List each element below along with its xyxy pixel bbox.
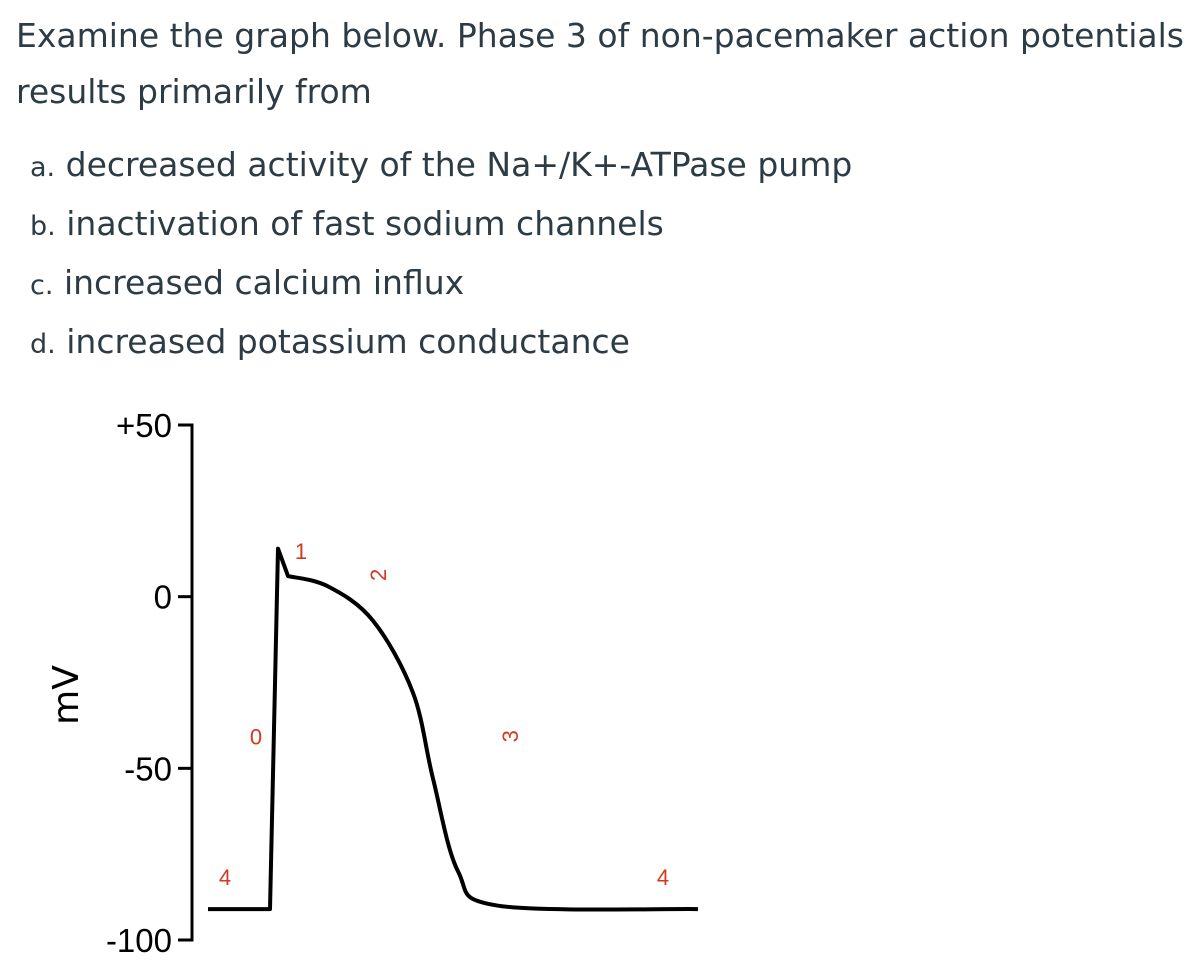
y-tick-label: -50 xyxy=(124,750,172,787)
y-axis-title: mV xyxy=(46,665,87,725)
option-b[interactable]: b. inactivation of fast sodium channels xyxy=(30,196,852,255)
phase-label: 4 xyxy=(219,865,231,890)
answer-options: a. decreased activity of the Na+/K+-ATPa… xyxy=(30,137,852,373)
option-d[interactable]: d. increased potassium conductance xyxy=(30,314,852,373)
option-d-text: increased potassium conductance xyxy=(66,322,630,361)
question-text: Examine the graph below. Phase 3 of non-… xyxy=(16,16,1184,111)
action-potential-chart: +50 0 -50 -100 mV 4 0 1 2 3 4 xyxy=(46,407,699,959)
y-axis: +50 0 -50 -100 mV xyxy=(46,407,194,959)
phase-labels: 4 0 1 2 3 4 xyxy=(219,539,669,890)
option-a-letter: a. xyxy=(30,152,56,183)
phase-label: 0 xyxy=(250,724,262,749)
option-c-text: increased calcium influx xyxy=(63,263,465,302)
action-potential-trace xyxy=(208,546,699,912)
phase-label: 2 xyxy=(366,569,391,581)
option-b-letter: b. xyxy=(30,211,56,242)
option-b-text: inactivation of fast sodium channels xyxy=(66,204,664,243)
option-c[interactable]: c. increased calcium influx xyxy=(30,255,852,314)
y-tick-label: -100 xyxy=(106,922,172,959)
action-potential-line xyxy=(208,546,699,912)
phase-label: 4 xyxy=(657,865,669,890)
y-tick-label: 0 xyxy=(154,579,172,616)
option-d-letter: d. xyxy=(30,329,56,360)
phase-label: 3 xyxy=(498,730,523,742)
y-tick-label: +50 xyxy=(116,407,172,444)
phase-label: 1 xyxy=(295,539,307,564)
option-a-text: decreased activity of the Na+/K+-ATPase … xyxy=(65,145,853,184)
option-c-letter: c. xyxy=(30,270,54,301)
option-a[interactable]: a. decreased activity of the Na+/K+-ATPa… xyxy=(30,137,852,196)
